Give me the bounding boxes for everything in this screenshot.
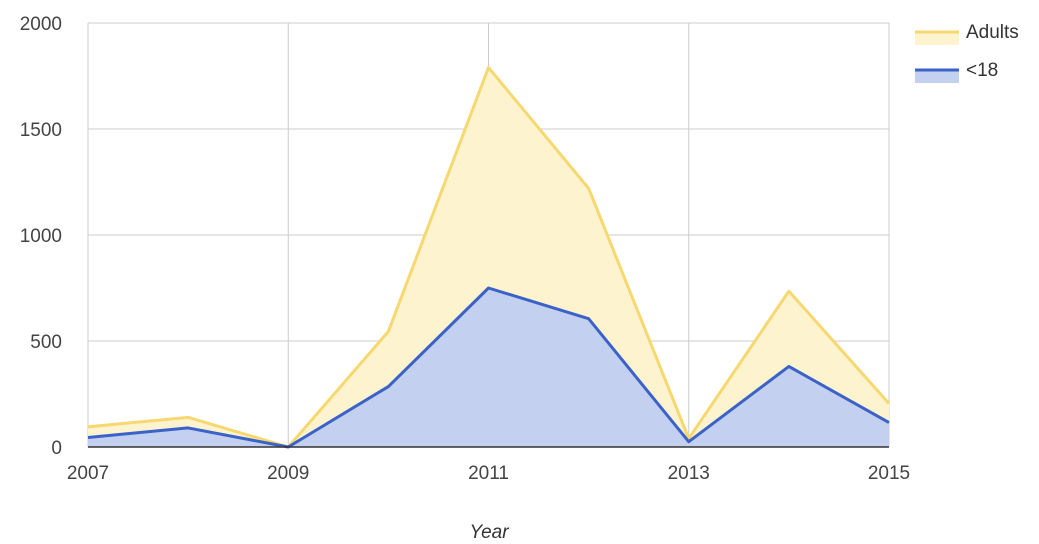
y-tick-label: 1000 [20, 226, 62, 247]
legend-item: Adults [915, 22, 1019, 45]
y-tick-label: 2000 [20, 14, 62, 35]
legend-label: <18 [966, 60, 998, 81]
legend-swatch-fill [915, 69, 959, 83]
x-tick-label: 2011 [468, 463, 509, 484]
x-tick-label: 2009 [267, 463, 309, 484]
x-tick-label: 2007 [67, 463, 109, 484]
line-series-1 [87, 66, 891, 449]
series-lines [87, 66, 891, 449]
y-tick-label: 500 [30, 332, 62, 353]
y-axis-ticks: 0 500 1000 1500 2000 [20, 14, 62, 459]
area-series-1 [88, 67, 889, 448]
legend-item: <18 [915, 60, 998, 83]
x-tick-label: 2015 [868, 463, 910, 484]
legend: Adults <18 [915, 22, 1019, 83]
legend-swatch-fill [915, 31, 959, 45]
y-tick-label: 1500 [20, 120, 62, 141]
area-series-0 [88, 288, 889, 447]
series-areas [88, 67, 889, 448]
x-tick-label: 2013 [668, 463, 710, 484]
legend-label: Adults [966, 22, 1019, 43]
line-series-0 [87, 286, 890, 449]
y-tick-label: 0 [51, 438, 62, 459]
x-axis-title: Year [469, 522, 509, 543]
x-axis-ticks: 2007 2009 2011 2013 2015 [67, 463, 910, 484]
